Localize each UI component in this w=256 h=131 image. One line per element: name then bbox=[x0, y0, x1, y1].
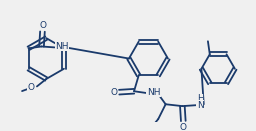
Text: O: O bbox=[40, 21, 47, 30]
Text: N: N bbox=[197, 101, 204, 110]
Text: NH: NH bbox=[147, 88, 160, 97]
Text: NH: NH bbox=[55, 42, 69, 51]
Text: O: O bbox=[180, 123, 187, 131]
Text: H: H bbox=[197, 94, 204, 103]
Text: O: O bbox=[28, 83, 35, 92]
Text: O: O bbox=[110, 88, 117, 97]
